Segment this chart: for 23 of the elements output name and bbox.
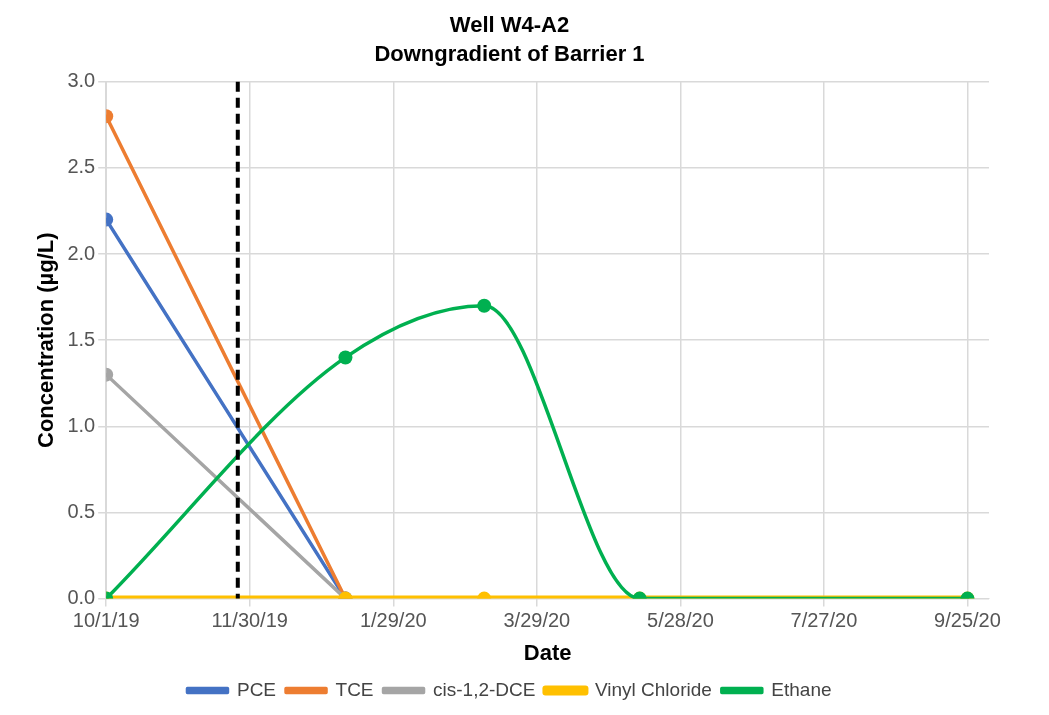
y-axis-title: Concentration (µg/L): [33, 232, 59, 448]
chart-title: Well W4-A2: [449, 12, 570, 38]
legend-label: Vinyl Chloride: [594, 678, 712, 700]
x-tick-label: 5/28/20: [647, 609, 714, 632]
y-tick-label: 3.0: [67, 69, 96, 92]
x-tick-label: 3/29/20: [503, 609, 571, 632]
legend-label: PCE: [236, 678, 277, 700]
x-tick-label: 11/30/19: [211, 609, 288, 632]
legend-label: TCE: [335, 678, 374, 700]
y-tick-label: 2.0: [67, 241, 96, 264]
chart-subtitle: Downgradient of Barrier 1: [374, 40, 645, 66]
legend-label: Ethane: [771, 678, 832, 700]
y-tick-label: 1.0: [67, 413, 96, 436]
x-tick-label: 10/1/19: [72, 609, 140, 632]
y-tick-label: 0.5: [67, 499, 96, 522]
y-tick-label: 1.5: [67, 327, 96, 350]
y-tick-label: 0.0: [67, 586, 96, 609]
x-tick-label: 9/25/20: [934, 609, 1001, 632]
legend-label: cis-1,2-DCE: [433, 678, 536, 700]
x-axis-title: Date: [523, 639, 572, 665]
x-tick-label: 7/27/20: [790, 609, 858, 632]
x-tick-label: 1/29/20: [359, 609, 427, 632]
y-tick-label: 2.5: [67, 155, 96, 178]
